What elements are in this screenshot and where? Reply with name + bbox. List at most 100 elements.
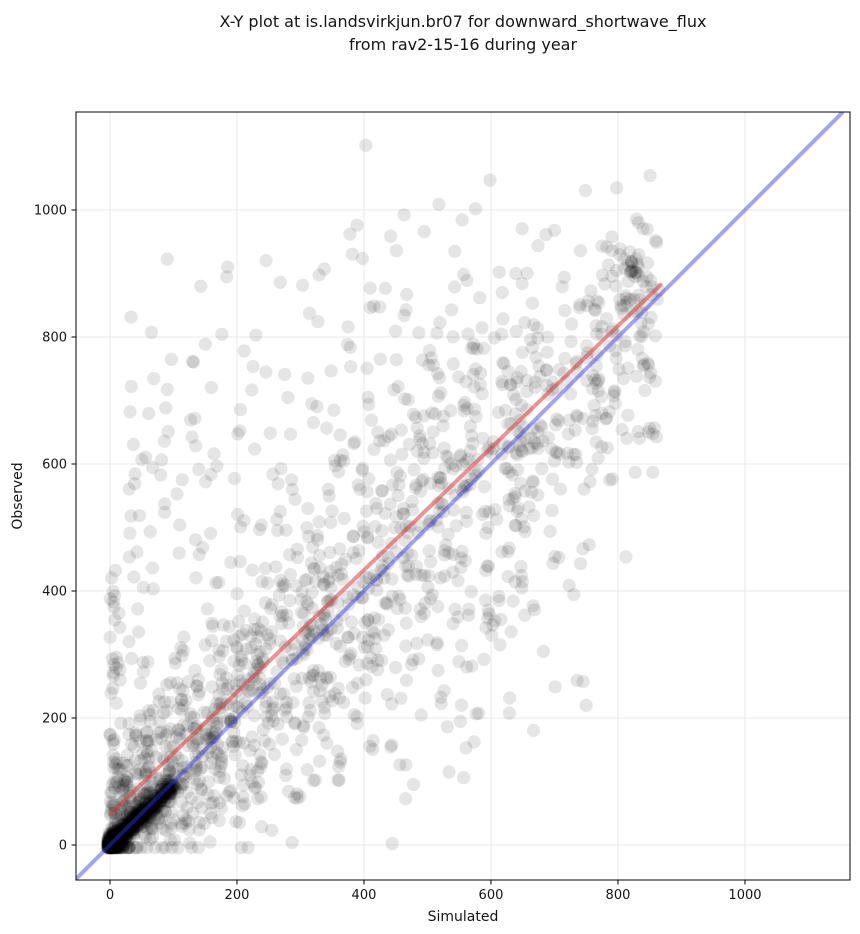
scatter-point [162,773,176,787]
scatter-point [106,734,120,748]
scatter-point [152,694,166,709]
scatter-point [313,561,327,575]
scatter-point [127,814,142,828]
scatter-point [131,809,145,823]
scatter-point [164,787,178,801]
scatter-point [466,367,480,381]
scatter-point [184,710,198,725]
scatter-point [432,197,446,211]
scatter-point [520,266,534,280]
scatter-point [192,823,206,837]
scatter-point [302,529,316,544]
scatter-point [110,837,124,852]
scatter-point [122,824,136,838]
scatter-point [140,736,154,750]
scatter-point [107,836,121,850]
scatter-point [119,827,133,841]
scatter-point [331,681,345,695]
scatter-point [128,477,142,491]
scatter-point [214,759,228,774]
scatter-point [313,671,327,685]
scatter-point [515,222,529,236]
scatter-point [315,623,329,638]
scatter-point [282,784,296,798]
scatter-point [442,765,456,779]
scatter-point [214,801,228,815]
scatter-point [198,337,212,351]
scatter-point [530,437,544,451]
scatter-point [514,398,529,412]
scatter-point [470,342,484,356]
scatter-point [446,617,460,631]
scatter-point [509,267,523,281]
scatter-point [368,632,382,646]
scatter-point [430,326,444,340]
scatter-point [116,756,130,770]
scatter-point [237,513,251,528]
scatter-point [121,817,135,832]
scatter-point [108,839,122,853]
scatter-point [624,264,638,278]
scatter-point [114,826,129,840]
scatter-point [406,653,420,667]
scatter-point [108,825,122,839]
scatter-point [144,807,158,822]
scatter-point [333,428,347,442]
scatter-point [105,835,119,850]
scatter-point [134,803,148,817]
scatter-point [300,763,314,777]
scatter-point [220,270,234,284]
scatter-point [127,816,141,831]
scatter-point [112,829,126,843]
scatter-point [399,639,413,653]
scatter-point [317,578,331,592]
scatter-point [119,830,133,844]
scatter-point [109,840,123,854]
scatter-point [255,756,269,771]
scatter-point [123,818,137,832]
scatter-point [591,384,605,398]
scatter-point [573,557,588,571]
scatter-point [430,513,444,527]
scatter-point [163,722,177,736]
scatter-point [227,711,242,725]
scatter-point [355,591,369,605]
scatter-point [399,758,413,772]
scatter-point [103,840,117,854]
scatter-point [273,573,287,587]
scatter-point [137,809,151,823]
scatter-point [389,353,403,367]
scatter-point [385,427,399,441]
scatter-point [236,790,250,804]
scatter-point [125,809,139,824]
scatter-point [111,838,125,852]
scatter-point [137,804,152,818]
scatter-point [106,828,120,842]
scatter-point [228,715,242,730]
scatter-point [104,840,118,854]
scatter-point [526,422,540,436]
scatter-point [122,717,136,731]
scatter-point [144,818,158,832]
scatter-point [479,564,493,578]
axis-ticks [71,209,746,885]
scatter-point [310,400,324,414]
scatter-point [121,821,135,835]
scatter-point [353,482,367,496]
scatter-point [628,265,642,279]
y-axis-label: Observed [10,462,26,529]
scatter-point [128,805,142,820]
scatter-point [123,819,137,833]
scatter-point [351,590,365,604]
scatter-point [500,461,514,476]
scatter-point [641,256,655,270]
scatter-point [154,468,168,482]
scatter-point [174,641,188,655]
scatter-point [212,796,226,810]
scatter-point [366,734,380,748]
scatter-point [636,359,651,373]
scatter-point [109,775,124,789]
scatter-point [134,809,149,824]
scatter-point [195,801,209,815]
scatter-point [580,299,594,313]
